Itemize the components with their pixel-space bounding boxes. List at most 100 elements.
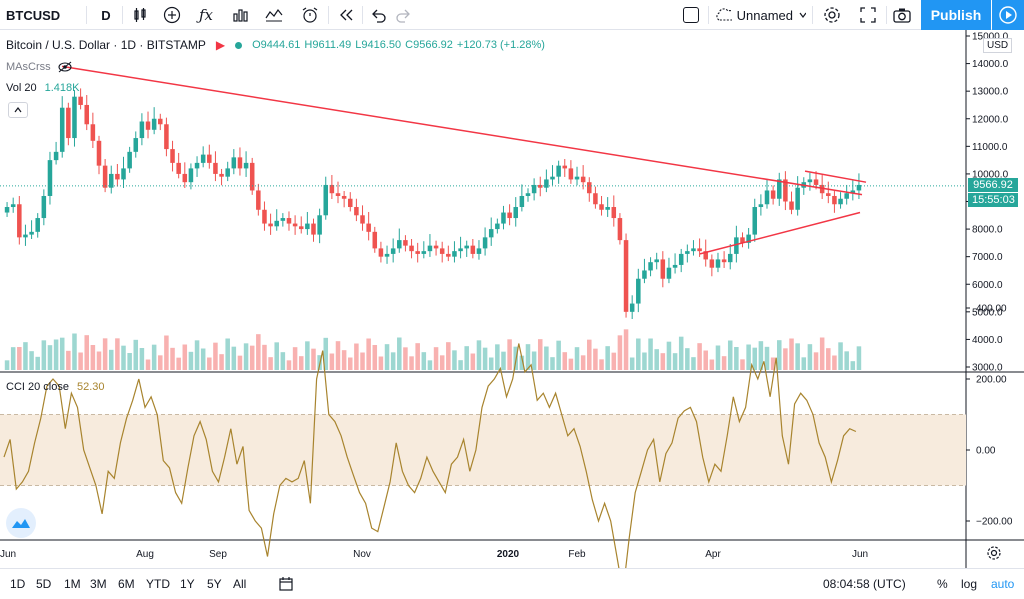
ma-indicator-label: MAsCrss xyxy=(6,61,51,73)
volume-bar xyxy=(740,359,745,370)
candle-body xyxy=(568,168,574,180)
compare-button[interactable] xyxy=(228,0,252,30)
candle-body xyxy=(23,234,28,238)
candle-body xyxy=(856,184,862,191)
candle-body xyxy=(458,248,463,252)
templates-button[interactable] xyxy=(262,0,286,30)
alert-button[interactable] xyxy=(298,0,322,30)
tradingview-logo[interactable] xyxy=(6,508,36,538)
replay-button[interactable] xyxy=(334,0,358,30)
volume-bar xyxy=(23,342,28,370)
candle-body xyxy=(531,184,537,194)
volume-bar xyxy=(783,348,788,370)
settings-button[interactable] xyxy=(820,0,844,30)
candle-body xyxy=(439,248,445,254)
change-value: +120.73 (+1.28%) xyxy=(456,39,545,51)
clock-label[interactable]: 08:04:58 (UTC) xyxy=(823,577,906,591)
time-tick-label: Feb xyxy=(568,549,586,560)
candle-body xyxy=(219,173,224,177)
camera-icon xyxy=(893,8,911,23)
volume-bar xyxy=(176,357,181,370)
range-button-5d[interactable]: 5D xyxy=(36,577,52,591)
candle-body xyxy=(623,240,629,312)
volume-bar xyxy=(844,351,849,370)
cci-line xyxy=(3,343,857,568)
cci-legend[interactable]: CCI 20 close 52.30 xyxy=(6,381,105,393)
fullscreen-button[interactable] xyxy=(856,0,880,30)
indicators-button[interactable] xyxy=(160,0,184,30)
volume-bar xyxy=(850,361,856,370)
redo-icon xyxy=(396,9,410,23)
trendline-upper xyxy=(61,65,863,196)
chart-canvas[interactable]: 15000.0 14000.0 13000.0 12000.0 11000.0 10000… xyxy=(0,30,1024,568)
snapshot-button[interactable] xyxy=(890,0,914,30)
publish-button[interactable]: Publish xyxy=(921,0,991,30)
range-button-all[interactable]: All xyxy=(233,577,247,591)
layout-name-button[interactable]: Unnamed xyxy=(714,0,806,30)
candle-body xyxy=(605,207,610,210)
candle-body xyxy=(433,245,439,249)
percent-toggle[interactable]: % xyxy=(937,577,948,591)
candle-body xyxy=(409,245,414,252)
cci-value: 52.30 xyxy=(76,381,105,393)
gear-icon xyxy=(824,7,840,23)
range-button-5y[interactable]: 5Y xyxy=(207,577,222,591)
interval-button[interactable]: D xyxy=(101,7,111,23)
candle-body xyxy=(311,223,316,235)
bar-style-button[interactable] xyxy=(128,0,152,30)
volume-bar xyxy=(458,360,463,370)
candle-body xyxy=(354,207,359,216)
volume-bar xyxy=(133,339,139,370)
candle-body xyxy=(740,237,745,243)
volume-bar xyxy=(838,342,843,370)
candle-body xyxy=(789,201,794,210)
candle-body xyxy=(188,168,194,183)
volume-bar xyxy=(53,339,59,370)
volume-bar xyxy=(292,347,298,370)
candle-body xyxy=(53,151,59,161)
volume-bar xyxy=(593,348,598,370)
fx-icon[interactable]: ƒx xyxy=(198,6,213,24)
range-button-ytd[interactable]: YTD xyxy=(146,577,170,591)
play-circle-icon xyxy=(999,6,1017,24)
collapse-legend-button[interactable] xyxy=(8,102,28,118)
volume-bar xyxy=(433,347,439,370)
cci-tick-label: −200.00 xyxy=(976,517,1013,528)
indicator-legend-ma[interactable]: MAsCrss xyxy=(6,61,73,73)
volume-bar xyxy=(341,350,347,370)
log-toggle[interactable]: log xyxy=(961,577,978,591)
range-button-6m[interactable]: 6M xyxy=(118,577,135,591)
range-button-1d[interactable]: 1D xyxy=(10,577,26,591)
volume-bar xyxy=(488,357,494,370)
volume-bar xyxy=(127,353,132,370)
undo-button[interactable] xyxy=(366,0,390,30)
volume-bar xyxy=(41,340,47,370)
redo-button[interactable] xyxy=(392,0,416,30)
publish-menu-button[interactable] xyxy=(992,0,1024,30)
volume-bar xyxy=(360,352,365,370)
flag-icon[interactable]: ▶ xyxy=(215,38,226,52)
select-checkbox[interactable] xyxy=(680,0,702,30)
candle-body xyxy=(96,140,102,166)
rewind-icon xyxy=(340,9,353,21)
range-button-1y[interactable]: 1Y xyxy=(180,577,195,591)
range-button-3m[interactable]: 3M xyxy=(90,577,107,591)
goto-date-button[interactable] xyxy=(278,569,294,599)
candle-body xyxy=(66,107,71,139)
symbol-search-button[interactable]: BTCUSD xyxy=(6,7,61,23)
candle-body xyxy=(164,124,169,150)
volume-bar xyxy=(348,357,353,370)
candle-body xyxy=(47,160,53,196)
auto-toggle[interactable]: auto xyxy=(991,577,1015,591)
volume-bar xyxy=(90,345,96,370)
volume-bar xyxy=(495,344,500,370)
eye-hidden-icon[interactable] xyxy=(57,61,73,73)
volume-legend[interactable]: Vol 20 1.418K xyxy=(6,82,79,94)
chevron-down-icon xyxy=(799,12,806,18)
volume-bar xyxy=(409,356,414,370)
volume-bar xyxy=(102,338,108,370)
volume-bar xyxy=(4,360,10,370)
range-button-1m[interactable]: 1M xyxy=(64,577,81,591)
chart-settings-button[interactable] xyxy=(986,545,1002,566)
currency-label[interactable]: USD xyxy=(983,38,1013,53)
